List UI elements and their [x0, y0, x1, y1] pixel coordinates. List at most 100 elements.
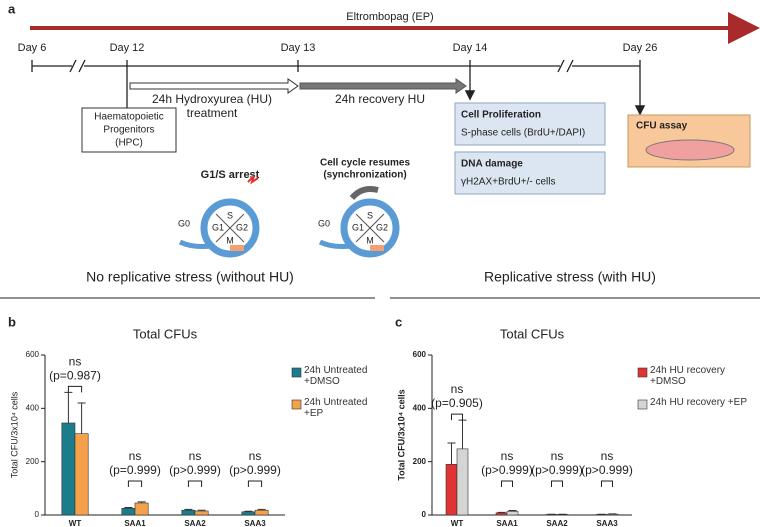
legend-label: 24h HU recovery +EP	[650, 397, 747, 408]
damage-text: γH2AX+BrdU+/- cells	[461, 177, 555, 188]
error-bar	[447, 442, 456, 465]
ep-label: Eltrombopag (EP)	[346, 11, 433, 23]
annotation: ns	[501, 449, 514, 463]
cycle-ring	[200, 198, 260, 258]
cross	[355, 213, 385, 243]
annotation: ns	[601, 449, 614, 463]
legend-label: 24h Untreated +EP	[304, 397, 368, 419]
recovery-arrow	[299, 78, 467, 94]
bolt	[247, 175, 259, 185]
day: Day 14	[453, 42, 488, 54]
annotation: (p>0.999)	[581, 463, 633, 477]
bracket	[247, 480, 263, 487]
recovery-label: 24h recovery HU	[335, 92, 425, 106]
y-axis-label: Total CFU/3x10⁴ cells	[396, 389, 406, 480]
cycle-label: G0	[178, 218, 190, 228]
annotation: (p>0.999)	[169, 463, 221, 477]
cycle-label: M	[226, 235, 234, 245]
bar	[61, 422, 76, 516]
cycle-label: G1	[352, 222, 364, 232]
annotation: (p=0.987)	[49, 369, 101, 383]
bracket	[187, 480, 203, 487]
bracket	[501, 480, 513, 487]
hu-label: treatment	[187, 106, 238, 120]
day: Day 13	[281, 42, 316, 54]
y-tick-label: 400	[413, 403, 427, 412]
x-tick-label: SAA1	[124, 519, 146, 527]
day: Day 6	[18, 42, 47, 54]
cycle-ring	[340, 198, 400, 258]
annotation: ns	[189, 449, 202, 463]
hpc: Haematopoietic	[94, 112, 163, 123]
y-axis-label: Total CFU/3x10⁴ cells	[9, 391, 19, 478]
error-bar	[184, 508, 193, 511]
legend-label: 24h HU recovery +DMSO	[650, 365, 726, 387]
damage-title: DNA damage	[461, 159, 523, 170]
y-tick-label: 0	[35, 510, 40, 519]
cfu-label: CFU assay	[636, 121, 688, 132]
timeline	[31, 59, 646, 116]
cycle: SG1 G2M G0	[178, 198, 260, 258]
annotation: ns	[249, 449, 262, 463]
bracket	[67, 385, 83, 393]
resume: (synchronization)	[323, 170, 406, 181]
legend-swatch	[637, 367, 648, 378]
error-bar	[124, 507, 133, 509]
cycle-arrow	[178, 239, 213, 249]
error-bar	[244, 510, 253, 512]
cycle-label: S	[367, 210, 373, 220]
heading: No replicative stress (without HU)	[86, 269, 294, 285]
annotation: (p=0.905)	[431, 396, 483, 410]
legend-entry: 24h Untreated +DMSO	[304, 365, 368, 387]
cycle-arrow	[318, 239, 353, 249]
annotation: (p>0.999)	[531, 463, 583, 477]
arrest: G1/S arrest	[201, 169, 260, 181]
cycle-label: G1	[212, 222, 224, 232]
panel-label: b	[8, 314, 16, 329]
heading: Replicative stress (with HU)	[484, 269, 656, 285]
x-tick-label: SAA3	[244, 519, 266, 527]
chart-title: Total CFUs	[500, 326, 565, 341]
bar	[495, 512, 508, 516]
error-bar	[197, 509, 206, 511]
y-tick-label: 0	[422, 510, 427, 519]
bracket	[127, 480, 143, 487]
cycle-label: S	[227, 210, 233, 220]
bar	[194, 510, 209, 516]
hpc-box	[81, 107, 177, 153]
hu-label: 24h Hydroxyurea (HU)	[152, 92, 272, 106]
prolif-box	[454, 102, 606, 146]
legend-entry: 24h HU recovery +DMSO	[650, 365, 726, 387]
bar	[456, 448, 469, 516]
annotation: ns	[551, 449, 564, 463]
bar	[74, 433, 89, 516]
prolif-title: Cell Proliferation	[461, 110, 541, 121]
damage-box	[454, 151, 606, 195]
legend-swatch	[291, 367, 302, 378]
annotation: ns	[451, 382, 464, 396]
bracket	[551, 480, 563, 487]
error-bar	[77, 402, 86, 434]
x-tick-label: SAA3	[596, 519, 618, 527]
error-bar	[508, 509, 517, 512]
y-tick-label: 600	[413, 350, 427, 359]
panel-label: a	[8, 1, 16, 16]
bar	[181, 509, 196, 516]
legend-swatch	[637, 399, 648, 410]
bracket	[451, 413, 463, 421]
y-tick-label: 200	[26, 457, 40, 466]
chart-title: Total CFUs	[133, 326, 198, 341]
bar	[254, 509, 269, 516]
legend-swatch	[291, 399, 302, 410]
hu-arrow	[129, 78, 299, 94]
legend-entry: 24h Untreated +EP	[304, 397, 368, 419]
x-tick-label: SAA2	[546, 519, 568, 527]
cross	[215, 213, 245, 243]
bar	[506, 510, 519, 516]
bracket	[601, 480, 613, 487]
legend-label: 24h Untreated +DMSO	[304, 365, 368, 387]
bar	[134, 502, 149, 516]
day: Day 26	[623, 42, 658, 54]
error-bar	[64, 391, 73, 423]
